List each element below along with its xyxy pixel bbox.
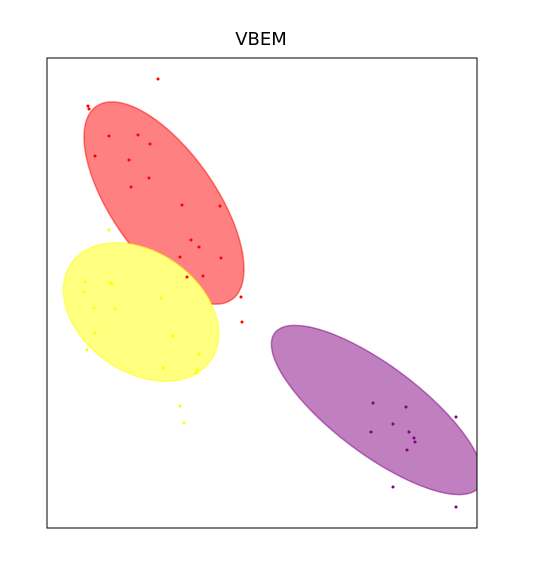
data-point	[110, 282, 114, 286]
data-point	[391, 485, 395, 489]
data-point	[182, 421, 186, 425]
data-point	[201, 274, 205, 278]
data-point	[180, 203, 184, 207]
data-point	[93, 331, 97, 335]
data-point	[171, 334, 175, 338]
data-point	[127, 158, 131, 162]
data-point	[391, 422, 395, 426]
cluster-ellipse	[83, 101, 245, 305]
data-point	[82, 290, 86, 294]
data-point	[147, 176, 151, 180]
data-point	[85, 348, 89, 352]
data-point	[107, 134, 111, 138]
data-point	[454, 505, 458, 509]
data-point	[405, 448, 409, 452]
data-point	[161, 366, 165, 370]
data-point	[239, 295, 243, 299]
data-point	[178, 404, 182, 408]
ellipse-layer	[62, 101, 477, 496]
data-point	[156, 77, 160, 81]
data-point	[197, 352, 201, 356]
data-point	[148, 142, 152, 146]
data-point	[404, 405, 408, 409]
data-point	[412, 436, 416, 440]
data-point	[129, 185, 133, 189]
data-point	[159, 296, 163, 300]
data-point	[107, 228, 111, 232]
data-point	[83, 280, 87, 284]
cluster-ellipse	[270, 324, 477, 496]
data-point	[178, 255, 182, 259]
data-point	[454, 415, 458, 419]
data-point	[371, 401, 375, 405]
data-point	[86, 104, 90, 108]
data-point	[407, 430, 411, 434]
chart-title: VBEM	[235, 29, 287, 50]
cluster-ellipse	[62, 242, 220, 382]
data-point	[197, 245, 201, 249]
data-point	[113, 307, 117, 311]
data-point	[369, 430, 373, 434]
data-point	[92, 306, 96, 310]
data-point	[185, 275, 189, 279]
point-layer	[82, 77, 458, 509]
data-point	[93, 154, 97, 158]
data-point	[195, 368, 199, 372]
data-point	[413, 440, 417, 444]
data-point	[218, 204, 222, 208]
data-point	[87, 107, 91, 111]
data-point	[136, 133, 140, 137]
plot-frame	[46, 57, 478, 529]
data-point	[189, 238, 193, 242]
data-point	[240, 320, 244, 324]
data-point	[194, 371, 198, 375]
data-point	[219, 256, 223, 260]
